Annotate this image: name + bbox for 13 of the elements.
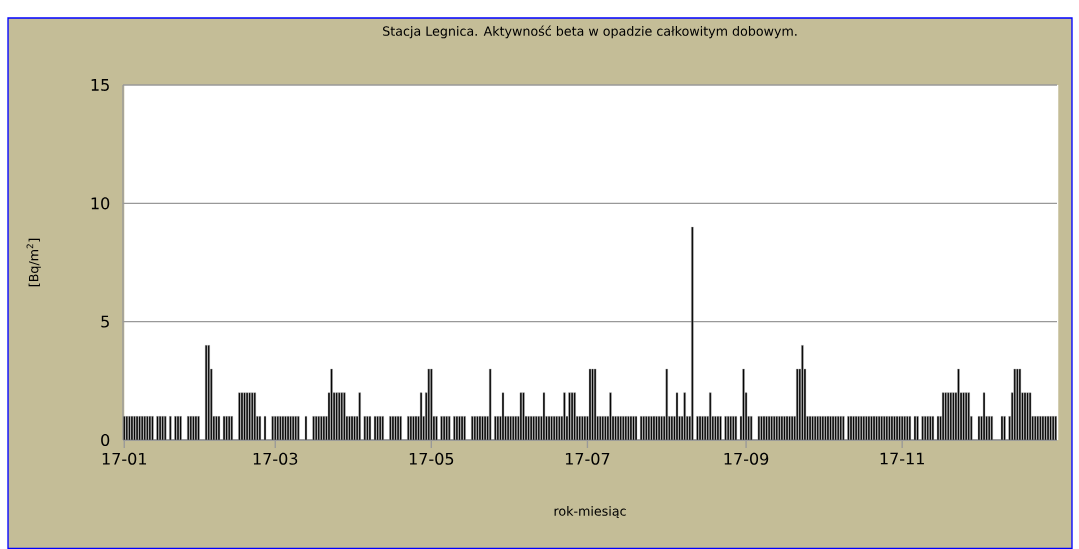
x-tick-label: 17-09 <box>724 452 769 465</box>
y-tick-label: 5 <box>101 315 109 328</box>
x-tick-label: 17-07 <box>565 452 610 465</box>
y-tick-label: 0 <box>101 433 110 447</box>
x-axis-title: rok-miesiąc <box>554 506 626 519</box>
x-tick-label: 17-01 <box>102 452 147 465</box>
x-tick-label: 17-03 <box>253 452 298 465</box>
y-axis-title: [Bq/m$^{2}$] <box>26 238 41 287</box>
y-tick-label: 15 <box>91 79 109 91</box>
x-tick-label: 17-11 <box>880 452 924 465</box>
y-tick-label: 10 <box>91 197 110 210</box>
x-tick-label: 17-05 <box>409 452 454 465</box>
chart-title: Stacja Legnica. Aktywność beta w opadzie całkowitym dobowym. <box>383 25 797 39</box>
